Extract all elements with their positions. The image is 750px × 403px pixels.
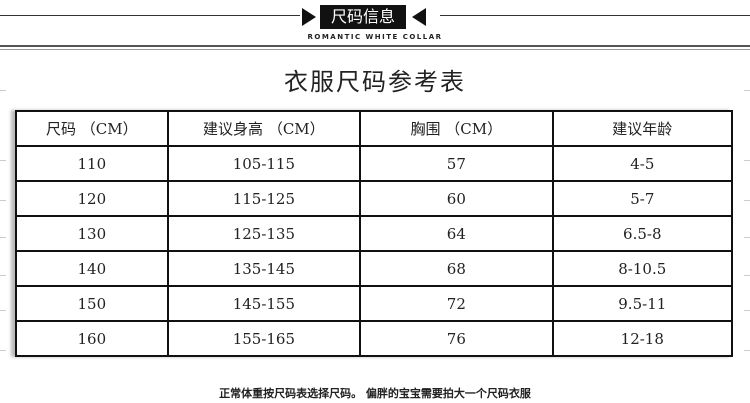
table-row: 110 105-115 57 4-5 bbox=[15, 145, 734, 182]
table-cell: 4-5 bbox=[551, 145, 734, 182]
table-cell: 68 bbox=[359, 250, 554, 287]
table-cell: 145-155 bbox=[166, 285, 362, 322]
table-cell: 8-10.5 bbox=[551, 250, 734, 287]
margin-tick bbox=[0, 310, 6, 311]
table-cell: 155-165 bbox=[166, 320, 362, 357]
divider-top bbox=[0, 45, 750, 47]
margin-tick bbox=[0, 350, 6, 351]
table-cell: 150 bbox=[15, 285, 169, 322]
header-line-right bbox=[440, 15, 750, 16]
table-cell: 6.5-8 bbox=[551, 215, 734, 252]
footer-note: 正常体重按尺码表选择尺码。 偏胖的宝宝需要拍大一个尺码衣服 bbox=[219, 387, 531, 400]
table-cell: 76 bbox=[359, 320, 554, 357]
table-cell: 130 bbox=[15, 215, 169, 252]
table-cell: 64 bbox=[359, 215, 554, 252]
table-cell: 12-18 bbox=[551, 320, 734, 357]
page-title: 衣服尺码参考表 bbox=[284, 68, 466, 96]
header-cell: 胸围 （CM） bbox=[359, 110, 554, 147]
ribbon-right bbox=[412, 8, 426, 26]
margin-tick bbox=[0, 90, 6, 91]
header-cell: 建议身高 （CM） bbox=[166, 110, 362, 147]
banner-title: 尺码信息 bbox=[320, 5, 406, 29]
table-cell: 125-135 bbox=[166, 215, 362, 252]
table-cell: 135-145 bbox=[166, 250, 362, 287]
table-cell: 72 bbox=[359, 285, 554, 322]
table-cell: 160 bbox=[15, 320, 169, 357]
margin-tick bbox=[744, 237, 750, 238]
margin-tick bbox=[0, 275, 6, 276]
header-cell: 建议年龄 bbox=[551, 110, 734, 147]
table-header-row: 尺码 （CM） 建议身高 （CM） 胸围 （CM） 建议年龄 bbox=[15, 110, 734, 147]
header-line-left bbox=[0, 15, 300, 16]
margin-tick bbox=[744, 160, 750, 161]
table-row: 140 135-145 68 8-10.5 bbox=[15, 250, 734, 287]
margin-tick bbox=[744, 200, 750, 201]
table-cell: 9.5-11 bbox=[551, 285, 734, 322]
margin-tick bbox=[744, 350, 750, 351]
table-cell: 5-7 bbox=[551, 180, 734, 217]
margin-tick bbox=[0, 237, 6, 238]
table-cell: 57 bbox=[359, 145, 554, 182]
table-cell: 110 bbox=[15, 145, 169, 182]
table-cell: 105-115 bbox=[166, 145, 362, 182]
size-table: 尺码 （CM） 建议身高 （CM） 胸围 （CM） 建议年龄 110 105-11… bbox=[15, 110, 734, 357]
margin-tick bbox=[744, 275, 750, 276]
table-cell: 140 bbox=[15, 250, 169, 287]
table-cell: 120 bbox=[15, 180, 169, 217]
table-row: 130 125-135 64 6.5-8 bbox=[15, 215, 734, 252]
table-row: 150 145-155 72 9.5-11 bbox=[15, 285, 734, 322]
margin-tick bbox=[0, 200, 6, 201]
divider-bottom bbox=[0, 49, 750, 50]
ribbon-left bbox=[302, 8, 316, 26]
table-cell: 60 bbox=[359, 180, 554, 217]
table-cell: 115-125 bbox=[166, 180, 362, 217]
table-row: 120 115-125 60 5-7 bbox=[15, 180, 734, 217]
banner-subtitle: ROMANTIC WHITE COLLAR bbox=[307, 33, 443, 41]
table-row: 160 155-165 76 12-18 bbox=[15, 320, 734, 357]
margin-tick bbox=[744, 90, 750, 91]
margin-tick bbox=[0, 160, 6, 161]
margin-tick bbox=[744, 310, 750, 311]
header-cell: 尺码 （CM） bbox=[15, 110, 169, 147]
